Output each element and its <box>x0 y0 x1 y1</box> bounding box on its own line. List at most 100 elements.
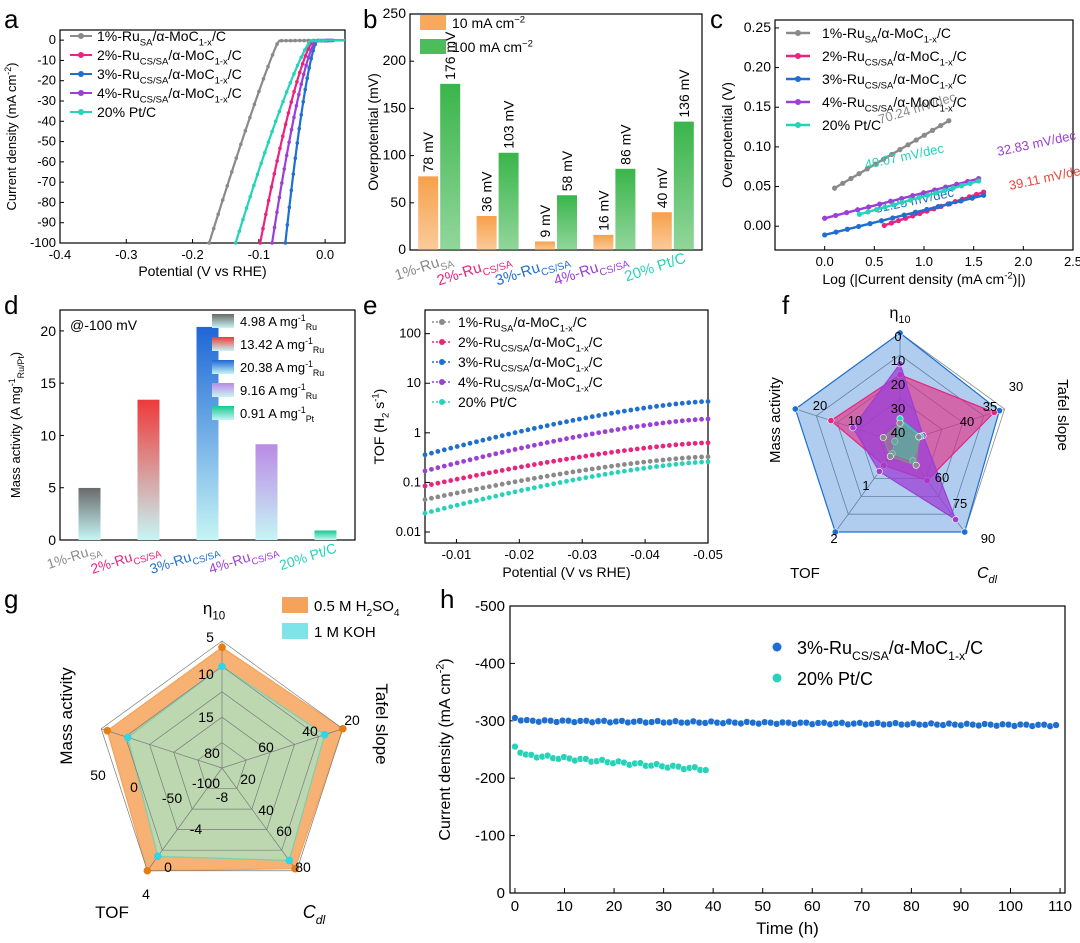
stability-point-1 <box>957 721 965 729</box>
stability-point-1 <box>1028 722 1036 730</box>
text-segment: SA <box>140 37 153 48</box>
tof-point-3 <box>461 442 466 448</box>
y-tick-label: 0.00 <box>744 217 771 233</box>
legend-label-1: 4.98 A mg-1Ru <box>240 313 317 332</box>
lsv-point <box>261 77 266 81</box>
lsv-point <box>302 38 307 43</box>
text-segment: /C <box>937 25 951 41</box>
lsv-point <box>304 63 308 68</box>
legend-swatch <box>212 360 234 374</box>
y-tick-label: -300 <box>475 713 505 730</box>
lsv-point <box>255 172 260 177</box>
tof-point-1 <box>699 454 704 460</box>
radar-vertex <box>875 467 883 475</box>
lsv-point <box>286 111 291 115</box>
panel-c-axes: 0.0 0.5 1.0 1.5 2.0 2.5 0.00 0.05 0.10 0.15 0.20 0.… <box>719 19 1080 287</box>
tof-point-5 <box>621 468 627 474</box>
lsv-point <box>284 90 289 94</box>
text-segment: -1 <box>305 336 313 346</box>
legend-label-3: 3%-RuCS/SA/α-MoC1-x/C <box>97 66 242 86</box>
radar-tick-label: 2 <box>830 531 837 546</box>
tafel-point <box>907 197 914 203</box>
stability-point-1 <box>719 719 727 727</box>
tafel-point <box>938 122 944 129</box>
text-segment: 3%-Ru <box>797 638 852 658</box>
tafel-point <box>833 212 839 219</box>
text-segment: /C <box>228 47 242 63</box>
lsv-point <box>292 72 296 76</box>
stability-point-1 <box>790 720 799 728</box>
tafel-point <box>867 221 873 227</box>
stability-point-1 <box>1022 721 1030 729</box>
tof-point-5 <box>634 466 640 472</box>
bar-value-label: 16 mV <box>595 190 611 231</box>
tafel-point <box>888 198 894 204</box>
radar-tick-label: 40 <box>302 723 318 739</box>
radar-tick-label: 10 <box>848 413 862 428</box>
tafel-point <box>935 204 941 210</box>
panel-g-radar: 51015802040608060402040-4-8500-50-100η10… <box>57 599 391 927</box>
radar-vertex <box>143 866 152 875</box>
stability-point-1 <box>903 720 912 729</box>
tof-point-4 <box>583 432 589 438</box>
radar-vertex <box>285 856 293 865</box>
tof-point-2 <box>557 457 563 463</box>
y-axis-title: Current density (mA cm-2) <box>435 658 454 840</box>
x-tick-label: -0.05 <box>693 547 723 562</box>
stability-point-1 <box>683 719 692 727</box>
tafel-point <box>899 199 905 206</box>
tof-point-4 <box>467 457 473 463</box>
tof-point-5 <box>429 509 434 514</box>
tof-point-2 <box>602 450 608 456</box>
y-tick-label: 15 <box>40 375 56 391</box>
tof-point-1 <box>621 462 627 467</box>
tof-point-1 <box>493 482 499 488</box>
lsv-point <box>264 212 268 217</box>
tof-point-5 <box>673 461 679 467</box>
tof-point-4 <box>429 466 434 472</box>
text-segment: 1-x <box>215 94 228 105</box>
tof-point-3 <box>512 430 518 436</box>
tof-point-4 <box>679 418 685 424</box>
radar-vertex <box>103 726 112 735</box>
legend-label-2: 2%-RuCS/SA/α-MoC1-x/C <box>97 47 242 67</box>
radar-tick-label: 40 <box>258 802 274 818</box>
y-tick-label: 10 <box>407 375 421 390</box>
legend-label-3: 3%-RuCS/SA/α-MoC1-x/C <box>458 354 603 374</box>
tof-point-3 <box>596 413 602 418</box>
text-segment: 20% Pt/C <box>822 117 881 133</box>
text-segment: -1 <box>305 359 313 369</box>
text-segment: 1-x <box>215 56 228 67</box>
tof-point-5 <box>699 459 704 465</box>
legend-marker <box>78 109 84 115</box>
tof-point-2 <box>441 479 447 485</box>
bar-10-2 <box>476 216 497 250</box>
radar-vertex <box>291 864 299 873</box>
legend-label-4: 4%-RuCS/SA/α-MoC1-x/C <box>822 94 967 114</box>
tof-point-2 <box>525 463 531 469</box>
text-segment: −2 <box>514 14 525 25</box>
text-segment: 20% Pt/C <box>797 669 873 689</box>
legend-marker <box>78 33 84 39</box>
text-segment: /α-MoC <box>168 47 214 63</box>
tof-point-5 <box>461 501 466 507</box>
legend-marker <box>795 76 801 82</box>
x-tick-label: 2.5 <box>1064 254 1080 269</box>
tafel-point <box>822 215 828 221</box>
y-tick-label: -40 <box>37 113 56 128</box>
y-tick-label: 20 <box>40 323 56 339</box>
tafel-point <box>958 198 964 204</box>
y-tick-label: -50 <box>37 134 56 149</box>
panel-e: e -0.01 -0.02 -0.03 -0.04 -0.05 0.01 0.1 1 10 100… <box>363 290 723 580</box>
tof-point-2 <box>692 440 698 446</box>
tof-point-1 <box>531 475 537 481</box>
stability-point-1 <box>874 719 882 727</box>
stability-point-1 <box>921 721 929 729</box>
tof-point-1 <box>570 469 576 475</box>
tafel-point <box>882 204 888 210</box>
text-segment: −2 <box>522 38 533 49</box>
mass-activity-bar-4 <box>255 444 278 540</box>
x-tick-label: -0.4 <box>49 247 71 262</box>
